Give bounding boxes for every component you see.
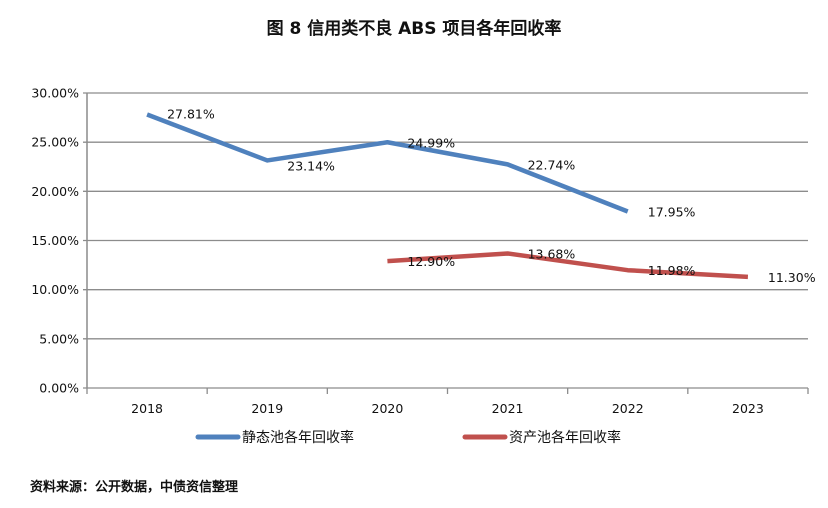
data-label: 23.14% bbox=[287, 158, 335, 173]
data-label: 12.90% bbox=[407, 254, 455, 269]
data-label: 22.74% bbox=[528, 157, 576, 172]
data-label: 17.95% bbox=[648, 204, 696, 219]
source-note: 资料来源：公开数据，中债资信整理 bbox=[30, 480, 239, 495]
y-tick-label: 0.00% bbox=[39, 381, 79, 396]
series-line-1 bbox=[387, 251, 749, 280]
data-label: 27.81% bbox=[167, 107, 215, 122]
y-tick-label: 15.00% bbox=[31, 233, 79, 248]
x-tick-label: 2019 bbox=[251, 401, 283, 416]
data-label: 11.30% bbox=[768, 270, 816, 285]
legend-label: 资产池各年回收率 bbox=[509, 429, 621, 446]
y-tick-label: 10.00% bbox=[31, 282, 79, 297]
x-tick-label: 2018 bbox=[131, 401, 163, 416]
data-label: 11.98% bbox=[648, 263, 696, 278]
data-label: 24.99% bbox=[407, 135, 455, 150]
data-label: 13.68% bbox=[528, 246, 576, 261]
x-tick-label: 2020 bbox=[372, 401, 404, 416]
y-tick-label: 5.00% bbox=[39, 331, 79, 346]
x-tick-label: 2022 bbox=[612, 401, 644, 416]
chart-title: 图 8 信用类不良 ABS 项目各年回收率 bbox=[266, 19, 562, 39]
y-tick-label: 20.00% bbox=[31, 184, 79, 199]
line-chart: 0.00% 5.00% 10.00% 15.00% 20.00% 25.00% 30.00%… bbox=[31, 86, 816, 447]
y-tick-label: 25.00% bbox=[31, 135, 79, 150]
x-tick-label: 2023 bbox=[732, 401, 764, 416]
x-tick-label: 2021 bbox=[492, 401, 524, 416]
legend-label: 静态池各年回收率 bbox=[242, 429, 354, 446]
series-line-0 bbox=[146, 112, 629, 214]
y-tick-label: 30.00% bbox=[31, 86, 79, 101]
